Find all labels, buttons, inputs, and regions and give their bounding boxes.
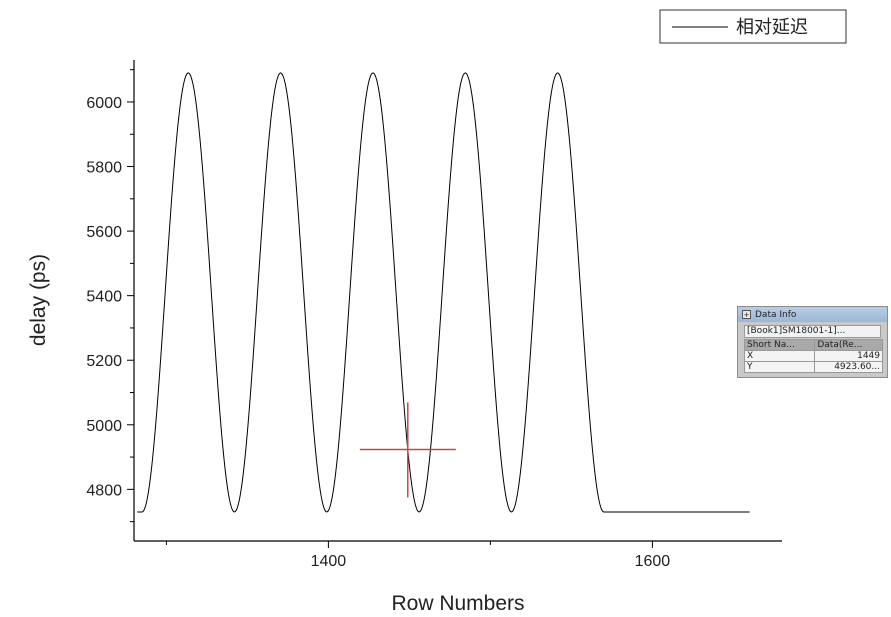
pin-icon[interactable]: + [742,310,751,319]
y-tick-label: 5600 [86,224,122,241]
data-info-source: [Book1]SM18001-1]... [744,325,881,338]
y-tick-label: 5400 [86,289,122,306]
table-header-row: Short Na... Data(Re... [743,339,883,351]
header-cell-short-name: Short Na... [743,339,816,351]
x-tick-label: 1600 [635,553,671,570]
table-row: X 1449 [743,350,883,362]
legend: 相对延迟 [659,9,847,44]
series-line-relative-delay [137,72,750,513]
y-axis-title: delay (ps) [27,254,50,346]
data-info-window[interactable]: + Data Info [Book1]SM18001-1]... Short N… [737,306,888,378]
row-value-x: 1449 [814,350,883,362]
table-row: Y 4923.60... [743,361,883,373]
data-info-titlebar[interactable]: + Data Info [738,307,887,322]
crosshair-cursor[interactable] [359,402,456,498]
x-axis-title: Row Numbers [391,592,524,615]
header-cell-data: Data(Re... [814,339,883,351]
legend-label: 相对延迟 [736,17,808,38]
data-info-title: Data Info [755,309,797,320]
y-tick-label: 6000 [86,95,122,112]
row-value-y: 4923.60... [814,361,883,373]
row-label-x: X [743,350,816,362]
y-tick-label: 5200 [86,353,122,370]
row-label-y: Y [743,361,816,373]
data-info-table: Short Na... Data(Re... X 1449 Y 4923.60.… [743,339,883,373]
y-tick-label: 4800 [86,482,122,499]
x-tick-label: 1400 [311,553,347,570]
y-tick-label: 5000 [86,418,122,435]
y-tick-label: 5800 [86,160,122,177]
